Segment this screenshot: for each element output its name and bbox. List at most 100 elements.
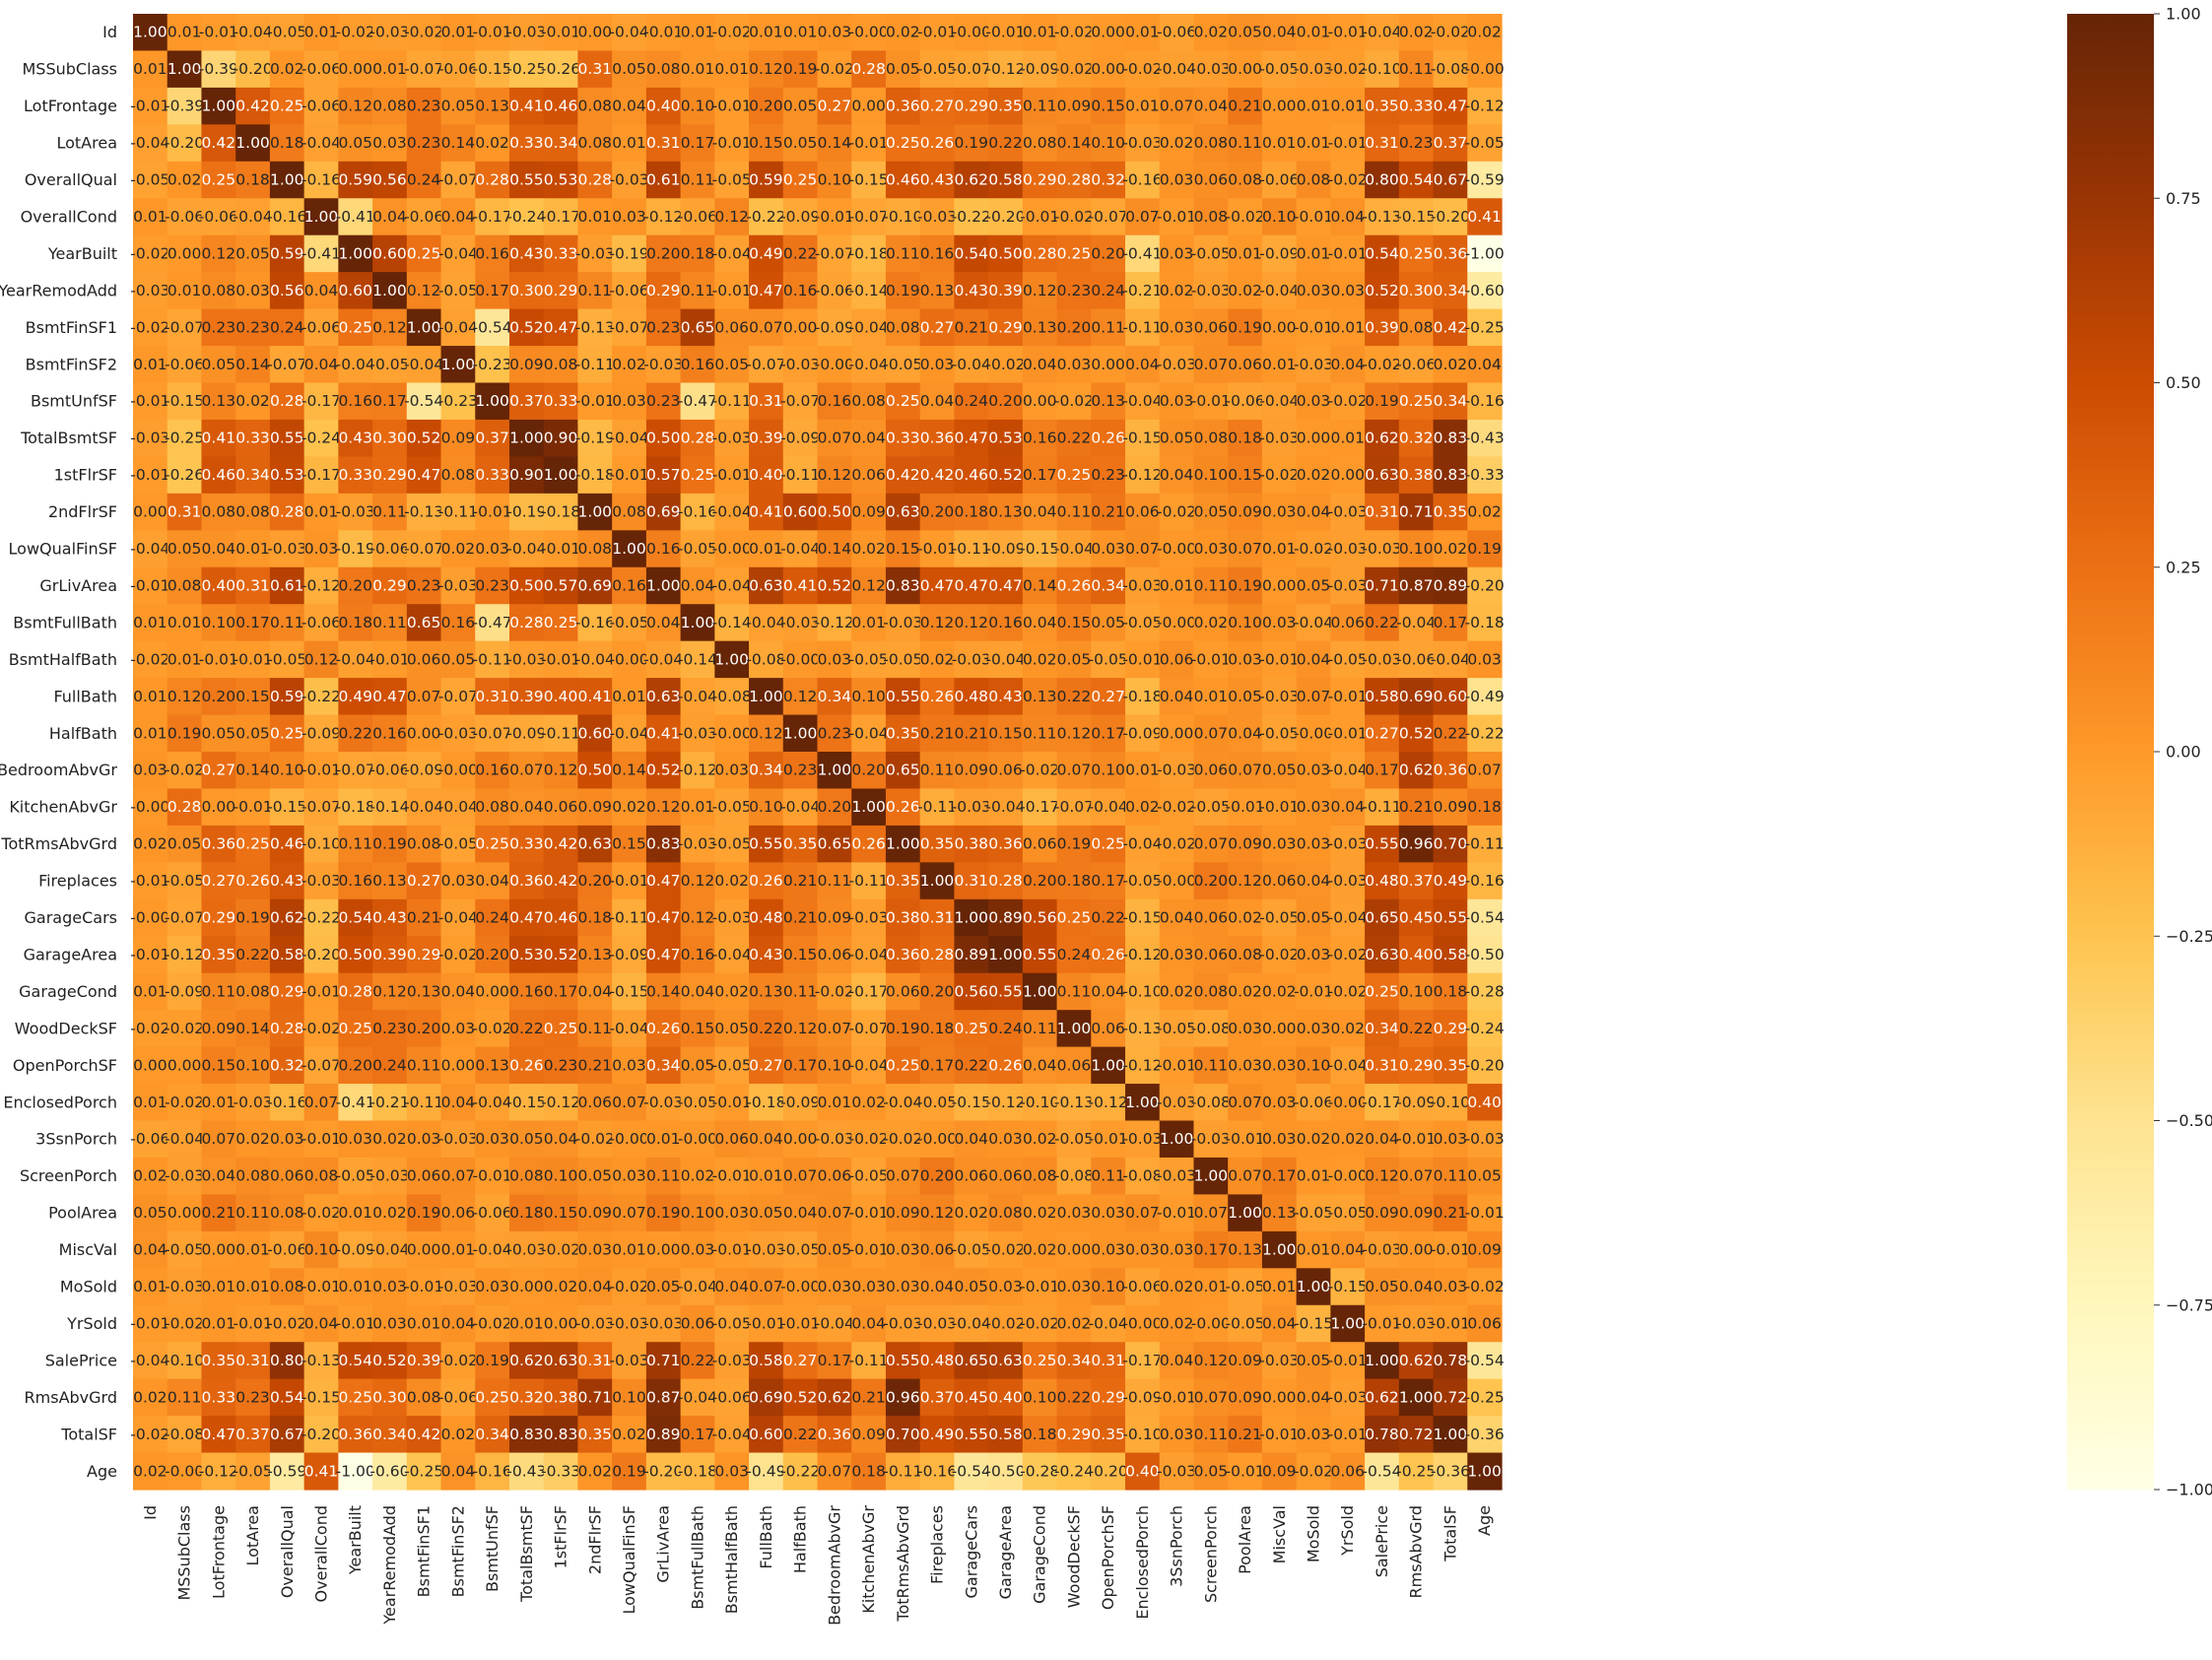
cell-annotation: 1.00 (304, 208, 339, 226)
cell-annotation: 0.03 (441, 1020, 476, 1037)
cell-annotation: 0.12 (783, 688, 818, 705)
cell-annotation: 0.03 (1297, 762, 1331, 779)
heatmap-cell (167, 272, 203, 310)
cell-annotation: -0.01 (1431, 1314, 1470, 1332)
heatmap-cell (1296, 14, 1331, 52)
cell-annotation: -0.00 (780, 1278, 820, 1295)
cell-annotation: 0.03 (1091, 540, 1125, 558)
cell-annotation: 0.08 (886, 318, 920, 336)
cell-annotation: -0.02 (473, 1314, 512, 1332)
cell-annotation: 0.08 (1194, 208, 1229, 226)
cell-annotation: 0.83 (1434, 430, 1468, 447)
cell-annotation: 0.43 (955, 282, 989, 299)
cell-annotation: 0.54 (1365, 244, 1399, 262)
cell-annotation: -0.24 (1465, 1020, 1505, 1037)
cell-annotation: 1.00 (1467, 1462, 1502, 1480)
heatmap-cell (1228, 87, 1263, 125)
cell-annotation: 0.25 (338, 1388, 372, 1406)
y-tick-label: BsmtHalfBath (9, 650, 117, 669)
cell-annotation: 0.11 (1194, 1056, 1229, 1074)
cell-annotation: 0.20 (475, 946, 509, 963)
cell-annotation: 0.04 (372, 208, 407, 226)
cell-annotation: 0.06 (1091, 1020, 1125, 1037)
cell-annotation: 0.29 (544, 282, 578, 299)
cell-annotation: 0.01 (133, 724, 168, 742)
cell-annotation: 0.06 (544, 798, 578, 816)
cell-annotation: 0.00 (509, 1278, 544, 1295)
cell-annotation: 0.20 (202, 688, 236, 705)
cell-annotation: 0.49 (749, 244, 783, 262)
heatmap-cell (817, 50, 852, 89)
heatmap-cell (749, 87, 784, 125)
cell-annotation: -0.07 (404, 60, 443, 78)
cell-annotation: 0.08 (1023, 1167, 1057, 1185)
cell-annotation: 0.10 (681, 98, 715, 115)
heatmap-cell (372, 124, 408, 163)
cell-annotation: 0.24 (475, 909, 509, 927)
heatmap-cell (1159, 198, 1195, 236)
cell-annotation: 0.03 (612, 392, 646, 410)
cell-annotation: 0.22 (1057, 430, 1092, 447)
cell-annotation: 0.06 (1160, 650, 1194, 668)
cell-annotation: 0.05 (714, 356, 749, 373)
cell-annotation: 0.28 (270, 392, 304, 410)
cell-annotation: 0.01 (612, 134, 646, 152)
cell-annotation: 0.18 (509, 1204, 544, 1222)
cell-annotation: 0.06 (1023, 835, 1057, 853)
heatmap-cell (612, 124, 647, 163)
cell-annotation: 0.04 (578, 1278, 613, 1295)
cell-annotation: -0.09 (302, 724, 341, 742)
cell-annotation: 0.03 (612, 208, 646, 226)
cell-annotation: 0.11 (168, 1388, 202, 1406)
cell-annotation: -0.25 (506, 60, 546, 78)
x-tick-label: EnclosedPorch (1133, 1505, 1152, 1620)
cell-annotation: 0.31 (1365, 134, 1399, 152)
cell-annotation: 0.21 (783, 909, 818, 927)
cell-annotation: 0.04 (1330, 356, 1365, 373)
heatmap-cell (1125, 124, 1161, 163)
cell-annotation: 0.20 (578, 872, 613, 890)
cell-annotation: -0.01 (302, 1278, 341, 1295)
cell-annotation: 0.21 (578, 1056, 613, 1074)
cell-annotation: 0.03 (612, 1056, 646, 1074)
cell-annotation: 0.71 (1399, 503, 1434, 521)
cell-annotation: 0.58 (1434, 946, 1468, 963)
x-tick-label: HalfBath (791, 1505, 810, 1573)
cell-annotation: 0.37 (475, 430, 509, 447)
cell-annotation: -0.06 (302, 318, 341, 336)
cell-annotation: 0.05 (202, 724, 236, 742)
heatmap-cell (440, 272, 476, 310)
cell-annotation: 0.23 (235, 318, 270, 336)
cell-annotation: -0.07 (438, 171, 478, 189)
cell-annotation: 0.04 (304, 1314, 339, 1332)
cell-annotation: 0.05 (235, 244, 270, 262)
cell-annotation: 0.25 (270, 724, 304, 742)
cell-annotation: -0.06 (712, 1388, 752, 1406)
cell-annotation: -0.05 (130, 171, 169, 189)
heatmap-cell (612, 14, 647, 52)
cell-annotation: 0.01 (1262, 540, 1297, 558)
cell-annotation: 0.16 (612, 576, 646, 594)
heatmap-cell (1261, 14, 1298, 52)
heatmap-cell (645, 308, 682, 347)
cell-annotation: -0.01 (1328, 724, 1368, 742)
cell-annotation: 0.08 (509, 1167, 544, 1185)
heatmap-cell (338, 124, 373, 163)
cell-annotation: -0.05 (712, 1056, 752, 1074)
heatmap-cell (1159, 161, 1195, 199)
cell-annotation: 0.00 (133, 503, 168, 521)
cell-annotation: 0.00 (475, 982, 509, 1000)
cell-annotation: 0.90 (509, 466, 544, 484)
cell-annotation: -0.04 (712, 946, 752, 963)
cell-annotation: 0.26 (988, 1056, 1023, 1074)
cell-annotation: 0.03 (1091, 1241, 1125, 1259)
cell-annotation: 0.02 (1330, 1130, 1365, 1148)
cell-annotation: 0.00 (1330, 466, 1365, 484)
colorbar-tick-label: 0.75 (2166, 189, 2201, 208)
cell-annotation: 0.46 (202, 466, 236, 484)
cell-annotation: 0.17 (1262, 1167, 1297, 1185)
heatmap-cell (1261, 87, 1298, 125)
cell-annotation: -0.12 (165, 946, 204, 963)
cell-annotation: 0.59 (338, 171, 372, 189)
cell-annotation: 0.02 (1023, 650, 1057, 668)
